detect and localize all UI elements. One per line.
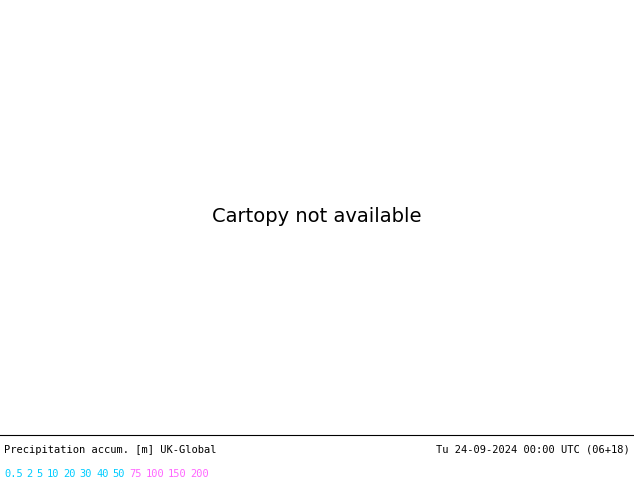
Text: Precipitation accum. [m] UK-Global: Precipitation accum. [m] UK-Global xyxy=(4,445,216,455)
Text: 10: 10 xyxy=(47,469,60,479)
Text: 50: 50 xyxy=(113,469,125,479)
Text: Tu 24-09-2024 00:00 UTC (06+18): Tu 24-09-2024 00:00 UTC (06+18) xyxy=(436,445,630,455)
Text: 30: 30 xyxy=(80,469,93,479)
Text: 5: 5 xyxy=(37,469,43,479)
Text: 0.5: 0.5 xyxy=(4,469,23,479)
Text: Cartopy not available: Cartopy not available xyxy=(212,207,422,226)
Text: 2: 2 xyxy=(27,469,33,479)
Text: 75: 75 xyxy=(129,469,141,479)
Text: 150: 150 xyxy=(168,469,187,479)
Text: 20: 20 xyxy=(63,469,76,479)
Text: 200: 200 xyxy=(191,469,209,479)
Text: 40: 40 xyxy=(96,469,108,479)
Text: 100: 100 xyxy=(145,469,164,479)
